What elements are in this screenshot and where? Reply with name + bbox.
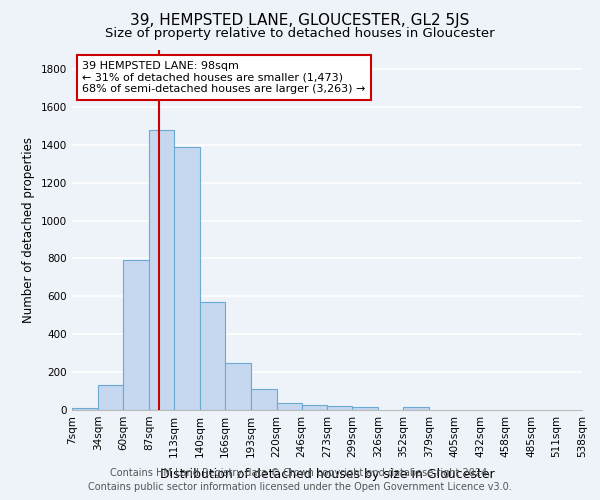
Y-axis label: Number of detached properties: Number of detached properties xyxy=(22,137,35,323)
Bar xyxy=(174,146,200,410)
Text: Contains public sector information licensed under the Open Government Licence v3: Contains public sector information licen… xyxy=(88,482,512,492)
Text: Size of property relative to detached houses in Gloucester: Size of property relative to detached ho… xyxy=(105,28,495,40)
Bar xyxy=(123,260,149,410)
Bar xyxy=(149,130,174,410)
Bar xyxy=(328,406,352,410)
Bar xyxy=(277,404,302,410)
Bar xyxy=(251,389,277,410)
Bar xyxy=(225,362,251,410)
Bar xyxy=(352,407,379,410)
Text: 39 HEMPSTED LANE: 98sqm
← 31% of detached houses are smaller (1,473)
68% of semi: 39 HEMPSTED LANE: 98sqm ← 31% of detache… xyxy=(82,61,365,94)
Text: Contains HM Land Registry data © Crown copyright and database right 2024.: Contains HM Land Registry data © Crown c… xyxy=(110,468,490,477)
X-axis label: Distribution of detached houses by size in Gloucester: Distribution of detached houses by size … xyxy=(160,468,494,481)
Bar xyxy=(200,302,225,410)
Bar xyxy=(98,386,123,410)
Bar xyxy=(302,406,328,410)
Bar xyxy=(72,408,98,410)
Text: 39, HEMPSTED LANE, GLOUCESTER, GL2 5JS: 39, HEMPSTED LANE, GLOUCESTER, GL2 5JS xyxy=(130,12,470,28)
Bar xyxy=(403,407,429,410)
